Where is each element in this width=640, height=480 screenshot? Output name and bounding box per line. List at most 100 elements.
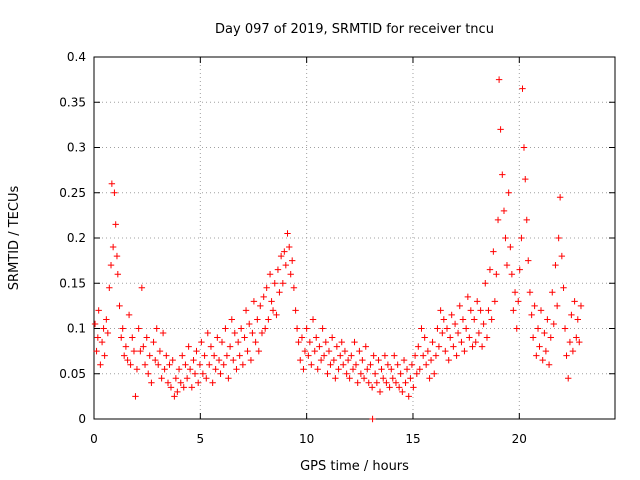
data-point-0-294 (555, 234, 562, 242)
data-point-0-139 (309, 316, 317, 323)
data-point-0-290 (549, 289, 556, 296)
y-axis-label: SRMTID / TECUs (7, 186, 22, 291)
data-point-0-297 (560, 284, 567, 291)
data-point-0-214 (429, 338, 436, 346)
data-point-0-103 (252, 338, 259, 346)
data-point-0-114 (269, 307, 277, 314)
data-point-0-104 (254, 316, 261, 323)
x-tick-label-1: 5 (197, 432, 205, 446)
data-point-0-177 (370, 352, 377, 359)
data-point-0-195 (399, 388, 406, 396)
data-point-0-71 (201, 352, 208, 359)
data-point-0-276 (526, 289, 534, 296)
data-point-0-208 (419, 352, 427, 359)
data-point-0-279 (531, 302, 538, 310)
data-point-0-40 (152, 356, 159, 364)
data-point-0-18 (116, 302, 123, 310)
data-point-0-99 (246, 320, 253, 328)
data-point-0-292 (552, 261, 559, 269)
data-point-0-175 (367, 361, 374, 368)
data-point-0-159 (341, 347, 349, 355)
data-point-0-165 (351, 338, 358, 346)
data-point-0-236 (464, 293, 472, 301)
data-point-0-283 (537, 307, 545, 314)
data-point-0-66 (193, 347, 200, 355)
data-point-0-285 (541, 329, 548, 337)
data-point-0-225 (446, 334, 454, 341)
data-point-0-111 (265, 316, 272, 323)
data-point-0-241 (472, 338, 479, 346)
data-point-0-161 (344, 356, 352, 364)
data-point-0-266 (511, 289, 519, 296)
data-point-0-190 (391, 352, 398, 359)
data-point-0-14 (111, 189, 118, 196)
data-point-0-105 (255, 347, 263, 355)
data-point-0-82 (218, 338, 226, 346)
data-point-0-248 (483, 334, 491, 341)
data-point-0-216 (432, 352, 440, 359)
data-point-0-64 (190, 356, 197, 364)
data-point-0-209 (421, 334, 428, 341)
data-point-0-75 (207, 343, 215, 350)
data-point-0-252 (490, 248, 497, 255)
data-point-0-261 (503, 261, 511, 269)
data-point-0-193 (395, 384, 403, 391)
data-point-0-3 (95, 307, 102, 314)
data-point-0-60 (183, 375, 191, 382)
data-point-0-272 (520, 144, 528, 151)
data-point-0-217 (434, 325, 441, 332)
data-point-0-235 (462, 325, 470, 332)
data-point-0-154 (333, 343, 341, 350)
data-point-0-128 (292, 307, 299, 314)
data-point-0-256 (495, 76, 503, 83)
data-point-0-171 (360, 375, 368, 382)
data-point-0-302 (568, 311, 575, 319)
data-point-0-163 (348, 352, 355, 359)
data-point-0-131 (297, 356, 304, 364)
data-point-0-205 (415, 343, 422, 350)
data-point-0-23 (124, 356, 131, 364)
data-point-0-118 (276, 289, 283, 296)
data-point-0-79 (214, 334, 221, 341)
data-point-0-13 (109, 243, 117, 251)
data-point-0-287 (544, 316, 551, 323)
data-point-0-32 (138, 284, 146, 291)
data-point-0-215 (431, 370, 438, 377)
data-point-0-143 (316, 343, 323, 350)
data-point-0-157 (338, 338, 345, 346)
data-point-0-255 (494, 216, 502, 224)
data-point-0-206 (416, 366, 423, 373)
data-point-0-140 (311, 347, 318, 355)
chart-title: Day 097 of 2019, SRMTID for receiver tnc… (215, 22, 494, 37)
data-point-0-47 (163, 352, 170, 359)
data-point-0-127 (290, 284, 298, 291)
data-point-0-121 (281, 248, 288, 255)
data-point-0-56 (177, 379, 184, 386)
data-point-0-4 (97, 361, 104, 368)
data-point-0-303 (569, 347, 577, 355)
data-point-0-120 (279, 280, 287, 287)
data-point-0-234 (461, 347, 468, 355)
data-point-0-179 (373, 379, 381, 386)
x-tick-label-0: 0 (90, 432, 98, 446)
data-point-0-27 (130, 347, 138, 355)
data-point-0-63 (188, 384, 196, 391)
data-point-0-176 (368, 384, 376, 391)
data-point-0-91 (233, 366, 240, 373)
data-point-0-194 (397, 370, 404, 377)
data-point-0-246 (480, 320, 487, 328)
data-point-0-187 (386, 384, 393, 391)
data-point-0-112 (266, 271, 274, 278)
tick-label-layer: 0 5 10 15 20 0 0.05 0.1 0.15 0.2 0.25 0.3 0.35 0.4 (59, 50, 527, 446)
data-point-0-77 (210, 352, 218, 359)
data-point-0-125 (287, 271, 294, 278)
data-point-0-129 (293, 325, 301, 332)
data-point-0-133 (300, 366, 307, 373)
data-point-0-180 (375, 356, 382, 364)
data-point-0-101 (249, 329, 256, 337)
data-point-0-232 (458, 338, 465, 346)
data-point-0-31 (137, 347, 144, 355)
data-point-0-166 (352, 361, 360, 368)
data-point-0-308 (577, 302, 585, 310)
data-point-0-147 (322, 338, 329, 346)
